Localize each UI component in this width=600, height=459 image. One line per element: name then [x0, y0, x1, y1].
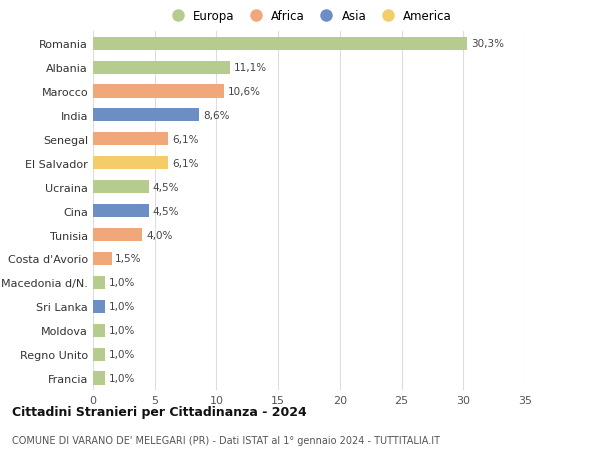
Text: 1,5%: 1,5%	[115, 254, 142, 264]
Legend: Europa, Africa, Asia, America: Europa, Africa, Asia, America	[166, 10, 452, 22]
Bar	[93, 276, 106, 289]
Bar	[93, 181, 149, 194]
Bar	[93, 372, 106, 385]
Bar	[93, 324, 106, 337]
Bar	[93, 85, 224, 98]
Text: 1,0%: 1,0%	[109, 302, 136, 312]
Text: COMUNE DI VARANO DE' MELEGARI (PR) - Dati ISTAT al 1° gennaio 2024 - TUTTITALIA.: COMUNE DI VARANO DE' MELEGARI (PR) - Dat…	[12, 435, 440, 445]
Bar	[93, 252, 112, 265]
Text: 1,0%: 1,0%	[109, 325, 136, 336]
Bar	[93, 62, 230, 74]
Bar	[93, 300, 106, 313]
Bar	[93, 205, 149, 218]
Text: 6,1%: 6,1%	[172, 134, 199, 145]
Text: 4,0%: 4,0%	[146, 230, 172, 240]
Text: 6,1%: 6,1%	[172, 158, 199, 168]
Text: 11,1%: 11,1%	[234, 63, 267, 73]
Text: 4,5%: 4,5%	[152, 182, 179, 192]
Bar	[93, 157, 168, 170]
Text: 1,0%: 1,0%	[109, 349, 136, 359]
Text: 1,0%: 1,0%	[109, 278, 136, 288]
Bar	[93, 38, 467, 50]
Text: 1,0%: 1,0%	[109, 373, 136, 383]
Bar	[93, 133, 168, 146]
Bar	[93, 109, 199, 122]
Bar	[93, 348, 106, 361]
Text: 30,3%: 30,3%	[470, 39, 503, 49]
Bar	[93, 229, 142, 241]
Text: 10,6%: 10,6%	[227, 87, 260, 97]
Text: Cittadini Stranieri per Cittadinanza - 2024: Cittadini Stranieri per Cittadinanza - 2…	[12, 405, 307, 418]
Text: 4,5%: 4,5%	[152, 206, 179, 216]
Text: 8,6%: 8,6%	[203, 111, 229, 121]
